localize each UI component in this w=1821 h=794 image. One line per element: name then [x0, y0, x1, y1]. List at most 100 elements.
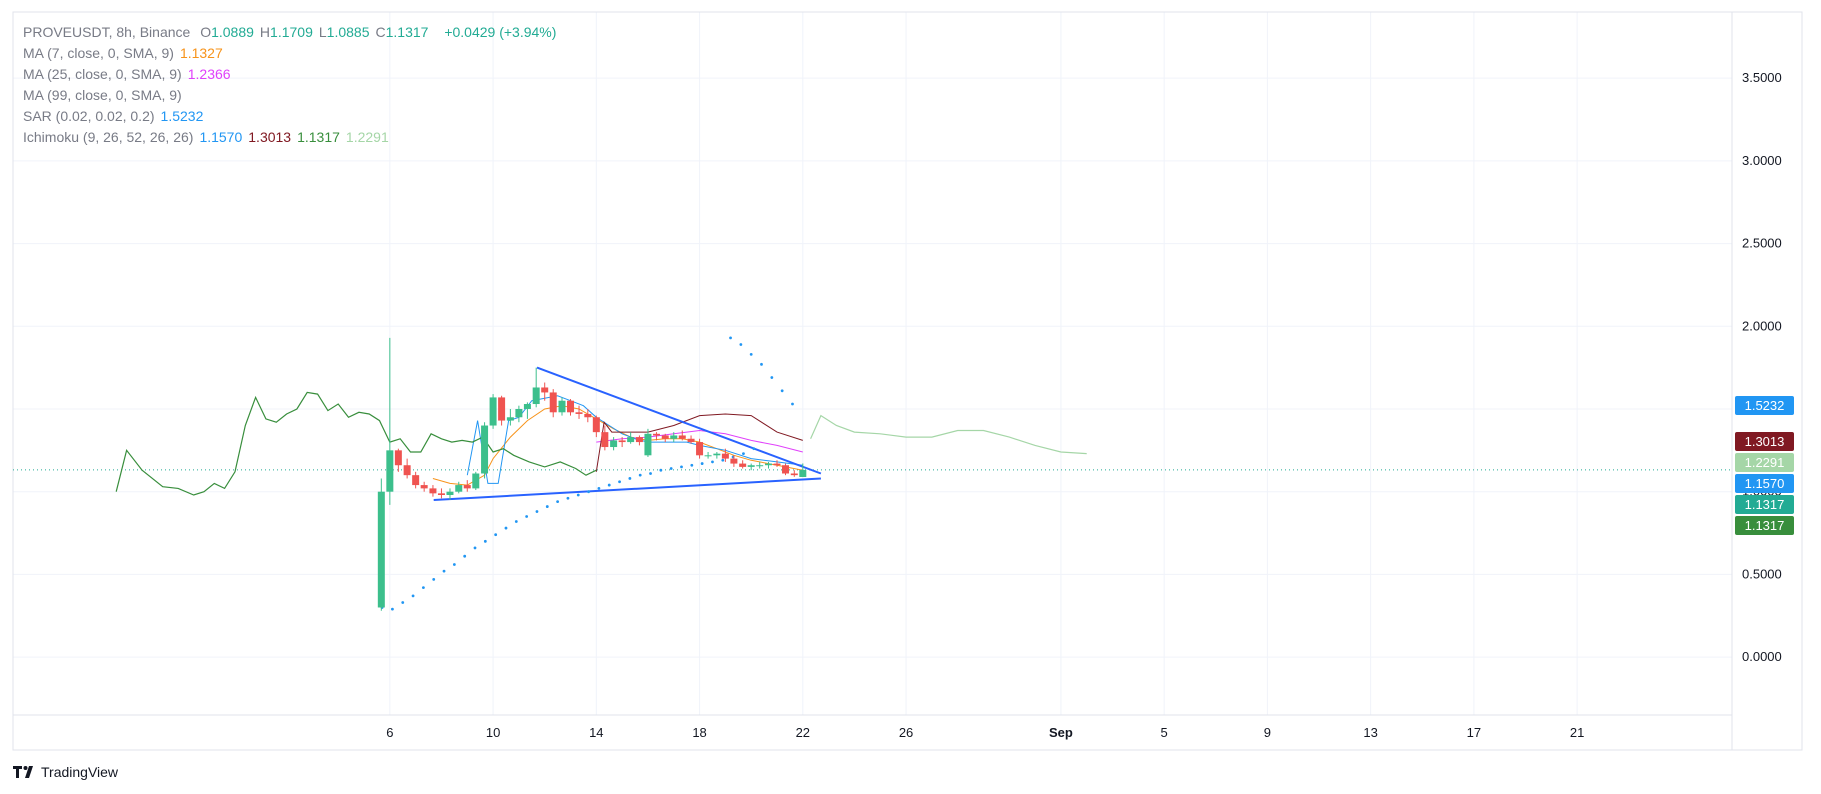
candle-body [696, 442, 704, 456]
y-tick-label: 0.0000 [1742, 649, 1782, 664]
candle-body [481, 425, 489, 474]
price-change: +0.0429 (+3.94%) [444, 24, 557, 40]
sar-dot [442, 569, 446, 573]
y-tick-label: 3.5000 [1742, 70, 1782, 85]
candle-body [713, 453, 721, 456]
candle-body [463, 485, 471, 489]
sar-dot [729, 336, 732, 340]
candle-body [670, 435, 678, 439]
candle [592, 415, 600, 438]
ichimoku-lead-line [810, 414, 1087, 455]
candle-body [558, 400, 566, 413]
candle [498, 395, 506, 426]
y-tick-label: 2.5000 [1742, 236, 1782, 251]
sar-dot [791, 402, 794, 406]
price-tag: 1.5232 [1735, 395, 1794, 415]
candle [747, 463, 755, 471]
chart-grid [13, 12, 1732, 716]
sar-dot [411, 594, 415, 598]
x-tick-label: 26 [899, 725, 913, 740]
candle-body [498, 397, 506, 421]
pane-border [12, 11, 1803, 751]
sar-dot [690, 463, 694, 467]
candle [532, 367, 540, 408]
candle-body [412, 475, 420, 486]
symbol-label[interactable]: PROVEUSDT, 8h, Binance [23, 24, 191, 40]
candle [412, 471, 420, 489]
candle [523, 402, 531, 419]
price-tag: 1.3013 [1735, 432, 1794, 452]
candle-body [687, 438, 695, 443]
candle-body [584, 413, 592, 418]
candle-body [721, 453, 729, 459]
indicator-value: 1.1317 [297, 129, 340, 145]
triangle-upper-line [536, 366, 822, 475]
axis-layer: 3.50003.00002.50002.00001.50001.00000.50… [386, 70, 1782, 740]
sar-dot [463, 554, 467, 558]
triangle-lower-line [433, 477, 821, 501]
sar-dot [545, 505, 549, 508]
ohlc-value: 1.1709 [270, 24, 313, 40]
indicator-row[interactable]: Ichimoku (9, 26, 52, 26, 26) 1.1570 1.3013… [23, 127, 562, 148]
sar-dot [473, 546, 477, 550]
indicator-row[interactable]: MA (99, close, 0, SMA, 9) [23, 85, 562, 106]
sar-dot [401, 601, 405, 604]
header-row: PROVEUSDT, 8h, Binance O1.0889 H1.1709 L1.… [23, 22, 562, 43]
ohlc-values: O1.0889 H1.1709 L1.0885 C1.1317 [200, 24, 434, 40]
candle-body [756, 465, 764, 467]
candle-body [532, 387, 540, 405]
candle [429, 485, 437, 497]
y-tick-label: 3.0000 [1742, 153, 1782, 168]
candle [437, 488, 445, 499]
candle-body [506, 417, 514, 421]
ichimoku-base-line [595, 413, 803, 472]
candle [601, 425, 609, 451]
sar-dot [711, 460, 714, 464]
candle [377, 478, 385, 611]
indicator-row[interactable]: MA (7, close, 0, SMA, 9) 1.1327 [23, 43, 562, 64]
legend: PROVEUSDT, 8h, Binance O1.0889 H1.1709 L1.… [23, 22, 562, 148]
sar-dot [556, 500, 560, 504]
indicator-label: Ichimoku (9, 26, 52, 26, 26) [23, 129, 194, 145]
candle [756, 461, 764, 469]
sar-dot [391, 607, 394, 611]
candle [394, 448, 402, 472]
candle [446, 488, 454, 500]
price-tag: 1.1570 [1735, 474, 1794, 494]
sar-dot [483, 539, 487, 543]
sar-dot [525, 515, 529, 518]
sar-dot [659, 468, 663, 472]
sar-dot [700, 462, 704, 465]
candle [790, 470, 798, 477]
sar-dot [749, 353, 753, 356]
sar-dot [628, 477, 632, 480]
sar-dot [494, 533, 498, 537]
sar-dot [452, 563, 456, 566]
candle [773, 460, 781, 467]
indicator-row[interactable]: SAR (0.02, 0.02, 0.2) 1.5232 [23, 106, 562, 127]
sar-dot [638, 473, 642, 477]
sar-dot [739, 343, 743, 346]
candle-body [747, 465, 755, 467]
indicator-label: MA (25, close, 0, SMA, 9) [23, 66, 182, 82]
candle [721, 448, 729, 462]
sar-dot [721, 458, 725, 462]
x-tick-label: 13 [1363, 725, 1377, 740]
candle-body [635, 437, 643, 443]
candle [696, 438, 704, 459]
candle-body [592, 417, 600, 433]
sar-dot [669, 467, 673, 470]
ohlc-key: C [375, 24, 386, 40]
indicator-row[interactable]: MA (25, close, 0, SMA, 9) 1.2366 [23, 64, 562, 85]
candle-body [644, 433, 652, 456]
candle [652, 432, 660, 441]
indicator-label: MA (7, close, 0, SMA, 9) [23, 45, 174, 61]
sar-dot [514, 520, 518, 523]
sar-dot [504, 526, 508, 530]
candle-body [567, 400, 575, 413]
candle [515, 405, 523, 423]
candle-body [610, 440, 618, 448]
tradingview-logo[interactable]: TradingView [13, 764, 118, 780]
sar-dot [607, 483, 611, 487]
